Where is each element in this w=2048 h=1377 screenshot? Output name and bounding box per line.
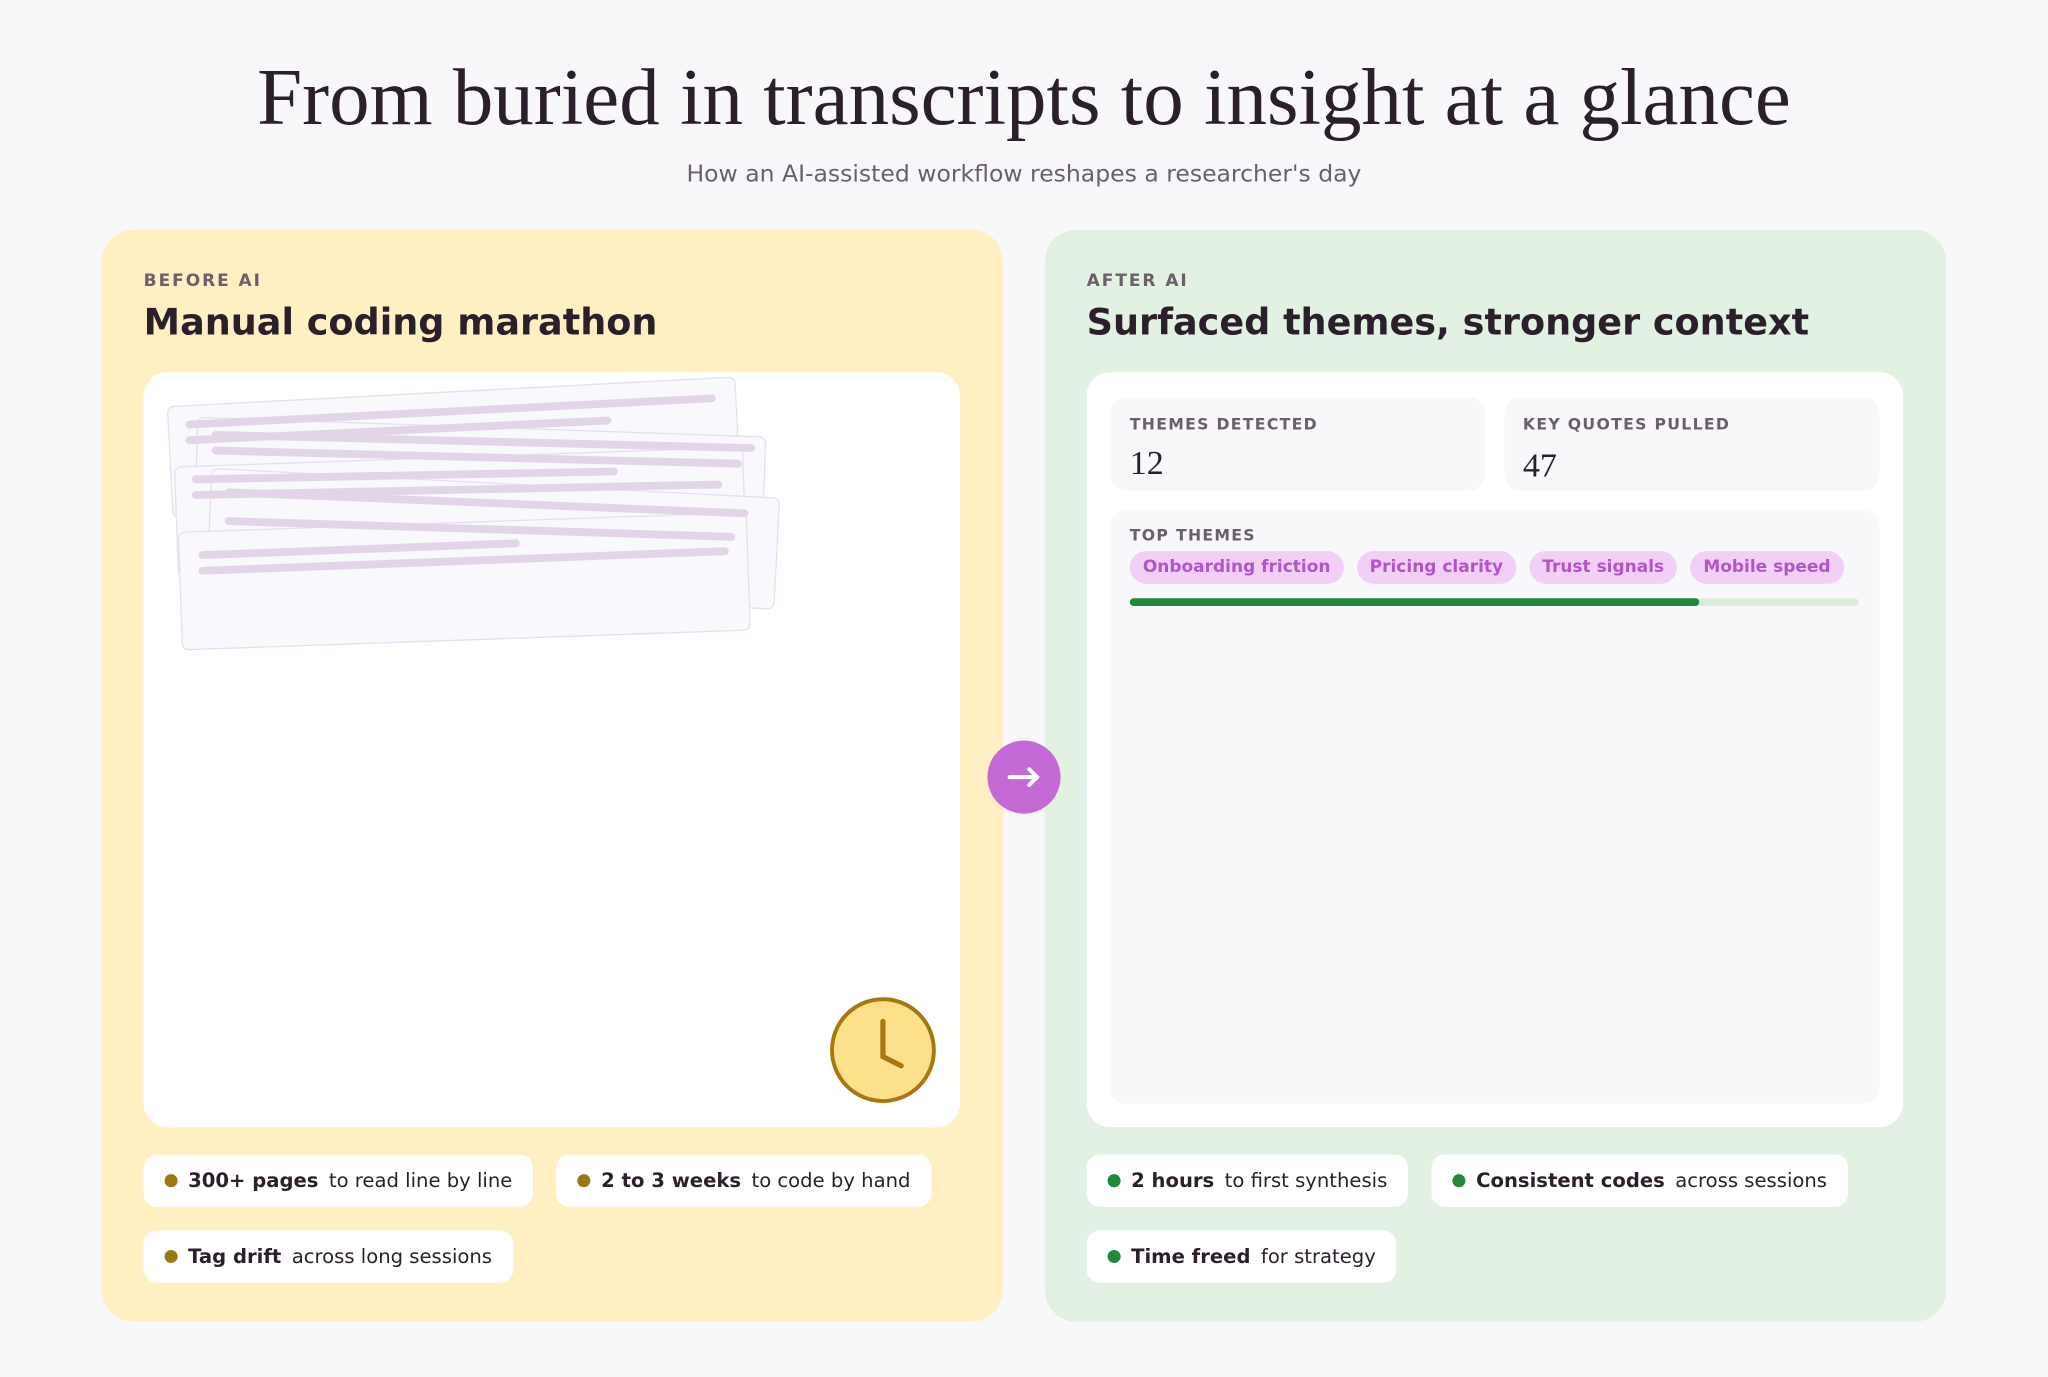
stat-text: across long sessions (291, 1244, 493, 1269)
stat-pill: 2 to 3 weeks to code by hand (556, 1154, 932, 1207)
bullet (1107, 1249, 1121, 1263)
arrow-button (987, 740, 1061, 814)
bullet (164, 1174, 178, 1188)
card-title: Surfaced themes, stronger context (1086, 300, 1810, 344)
stat-bold: Time freed (1131, 1244, 1251, 1269)
stat-pill: Tag drift across long sessions (143, 1230, 513, 1283)
stat-bold: Tag drift (188, 1244, 282, 1269)
theme-tag: Mobile speed (1690, 551, 1844, 584)
progress-fill (1129, 598, 1700, 607)
stat-text: to code by hand (751, 1168, 911, 1193)
stat-pill: Consistent codes across sessions (1431, 1154, 1848, 1207)
metric: KEY QUOTES PULLED 47 (1504, 397, 1880, 492)
bullet (1452, 1174, 1466, 1188)
themes-label: TOP THEMES (1129, 526, 1256, 545)
bullet (1107, 1174, 1121, 1188)
subtitle: How an AI-assisted workflow reshapes a r… (686, 160, 1362, 189)
metric-value: 47 (1522, 446, 1557, 485)
metric: THEMES DETECTED 12 (1110, 397, 1486, 492)
stat-bold: Consistent codes (1476, 1168, 1665, 1193)
theme-tag: Onboarding friction (1129, 551, 1344, 584)
before-card: BEFORE AI Manual coding marathon 300+ pa… (101, 229, 1004, 1322)
transcript-panel (143, 372, 960, 1128)
stat-pill: 300+ pages to read line by line (143, 1154, 534, 1207)
stat-bold: 2 hours (1131, 1168, 1215, 1193)
before-stats: 300+ pages to read line by line 2 to 3 wee… (143, 1154, 980, 1283)
stat-pill: Time freed for strategy (1086, 1230, 1397, 1283)
insight-panel: THEMES DETECTED 12 KEY QUOTES PULLED 47 … (1086, 372, 1903, 1128)
after-stats: 2 hours to first synthesis Consistent code… (1086, 1154, 1923, 1283)
metric-label: THEMES DETECTED (1129, 415, 1318, 434)
theme-tag: Trust signals (1529, 551, 1678, 584)
card-label: BEFORE AI (143, 271, 262, 292)
stat-bold: 2 to 3 weeks (601, 1168, 742, 1193)
metric-value: 12 (1129, 444, 1164, 482)
stat-bold: 300+ pages (188, 1168, 319, 1193)
stat-text: for strategy (1260, 1244, 1376, 1269)
theme-tags: Onboarding friction Pricing clarity Trust … (1129, 551, 1844, 584)
themes-box: TOP THEMES Onboarding friction Pricing cl… (1110, 510, 1880, 1104)
stat-text: to read line by line (328, 1168, 513, 1193)
card-label: AFTER AI (1086, 271, 1189, 292)
bullet (577, 1174, 591, 1188)
metric-label: KEY QUOTES PULLED (1522, 415, 1731, 434)
stat-pill: 2 hours to first synthesis (1086, 1154, 1409, 1207)
transcript-illustration (166, 376, 936, 1104)
stat-text: to first synthesis (1224, 1168, 1388, 1193)
progress-track (1129, 598, 1859, 607)
after-card: AFTER AI Surfaced themes, stronger conte… (1044, 229, 1947, 1322)
bullet (164, 1249, 178, 1263)
stat-text: across sessions (1675, 1168, 1828, 1193)
page-title: From buried in transcripts to insight at… (257, 53, 1791, 143)
theme-tag: Pricing clarity (1356, 551, 1517, 584)
card-title: Manual coding marathon (143, 300, 658, 344)
